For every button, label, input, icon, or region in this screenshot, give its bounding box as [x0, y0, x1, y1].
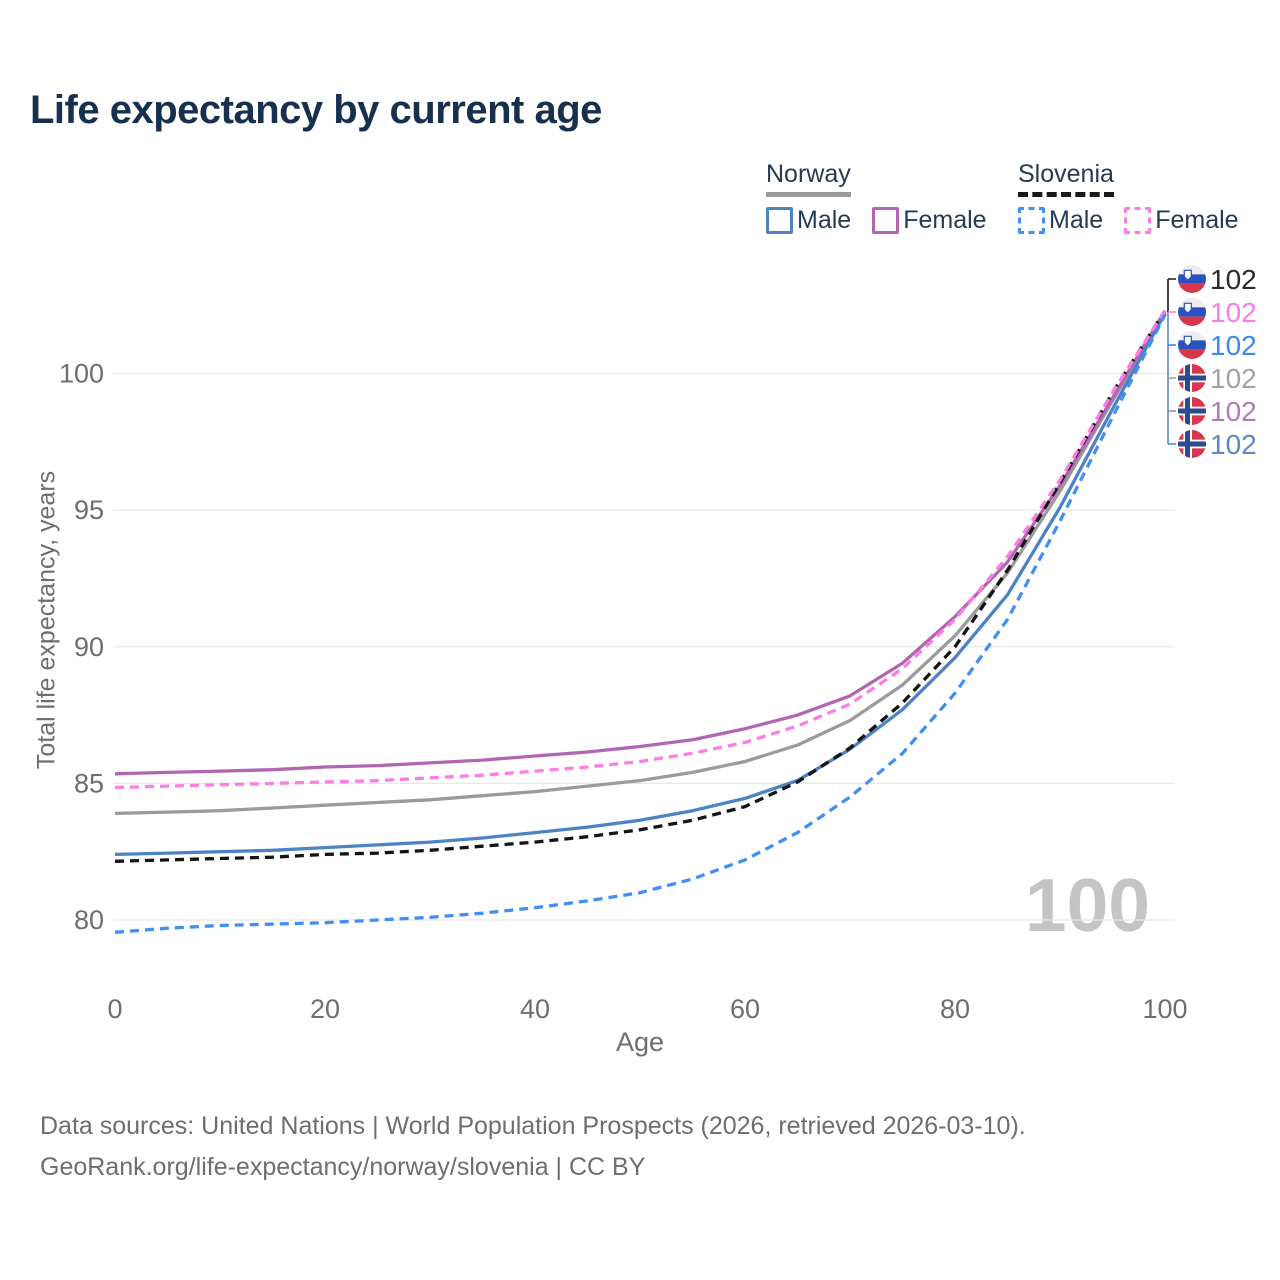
x-axis-title: Age [616, 1027, 664, 1057]
age-counter-watermark: 100 [1024, 863, 1150, 947]
series-line-norway-female [114, 309, 1167, 776]
legend-item-norway-female[interactable]: Female [872, 206, 987, 235]
norway-flag-icon [1178, 397, 1206, 425]
attribution-link[interactable]: GeoRank.org/life-expectancy/norway/slove… [40, 1153, 646, 1181]
x-tick-label: 60 [730, 994, 760, 1024]
slovenia-female-checkbox[interactable] [1124, 207, 1152, 234]
y-tick-label: 95 [74, 495, 104, 525]
series-line-slovenia-male [114, 314, 1167, 934]
series-line-norway-male [114, 312, 1167, 857]
end-value-label: 102 [1210, 363, 1257, 394]
series-line-slovenia-both-sexes [114, 309, 1167, 863]
legend-label: Male [1049, 206, 1104, 234]
legend-group-slovenia: Slovenia Male Female [1018, 160, 1239, 235]
norway-female-checkbox[interactable] [872, 207, 900, 234]
legend-label: Female [903, 206, 987, 234]
y-tick-label: 90 [74, 632, 104, 662]
x-tick-label: 0 [107, 994, 122, 1024]
slovenia-flag-icon [1178, 331, 1206, 359]
norway-flag-icon [1178, 364, 1206, 392]
legend-header-slovenia[interactable]: Slovenia [1018, 160, 1114, 197]
x-tick-label: 20 [310, 994, 340, 1024]
end-value-label: 102 [1210, 396, 1257, 427]
y-tick-label: 100 [59, 359, 104, 389]
legend-item-norway-male[interactable]: Male [766, 206, 851, 235]
y-tick-label: 85 [74, 768, 104, 798]
x-tick-label: 40 [520, 994, 550, 1024]
norway-male-checkbox[interactable] [766, 207, 793, 234]
y-tick-label: 80 [74, 905, 104, 935]
end-value-label: 102 [1210, 297, 1257, 328]
norway-flag-icon [1178, 430, 1206, 458]
slovenia-flag-icon [1178, 265, 1206, 293]
legend-header-norway[interactable]: Norway [766, 160, 851, 197]
legend-item-slovenia-male[interactable]: Male [1018, 206, 1103, 235]
legend-label: Female [1155, 206, 1239, 234]
series-line-slovenia-female [114, 309, 1167, 790]
legend: Norway Male Female Slovenia Male [0, 160, 1280, 250]
end-value-label: 102 [1210, 330, 1257, 361]
data-sources-note: Data sources: United Nations | World Pop… [40, 1112, 1026, 1140]
legend-group-norway: Norway Male Female [766, 160, 987, 235]
slovenia-male-checkbox[interactable] [1018, 207, 1045, 234]
legend-label: Male [797, 206, 852, 234]
slovenia-flag-icon [1178, 298, 1206, 326]
x-tick-label: 80 [940, 994, 970, 1024]
x-tick-label: 100 [1142, 994, 1187, 1024]
footer: Data sources: United Nations | World Pop… [40, 1106, 1026, 1188]
end-value-label: 102 [1210, 264, 1257, 295]
legend-item-slovenia-female[interactable]: Female [1124, 206, 1239, 235]
end-value-label: 102 [1210, 429, 1257, 460]
page-title: Life expectancy by current age [30, 88, 602, 132]
